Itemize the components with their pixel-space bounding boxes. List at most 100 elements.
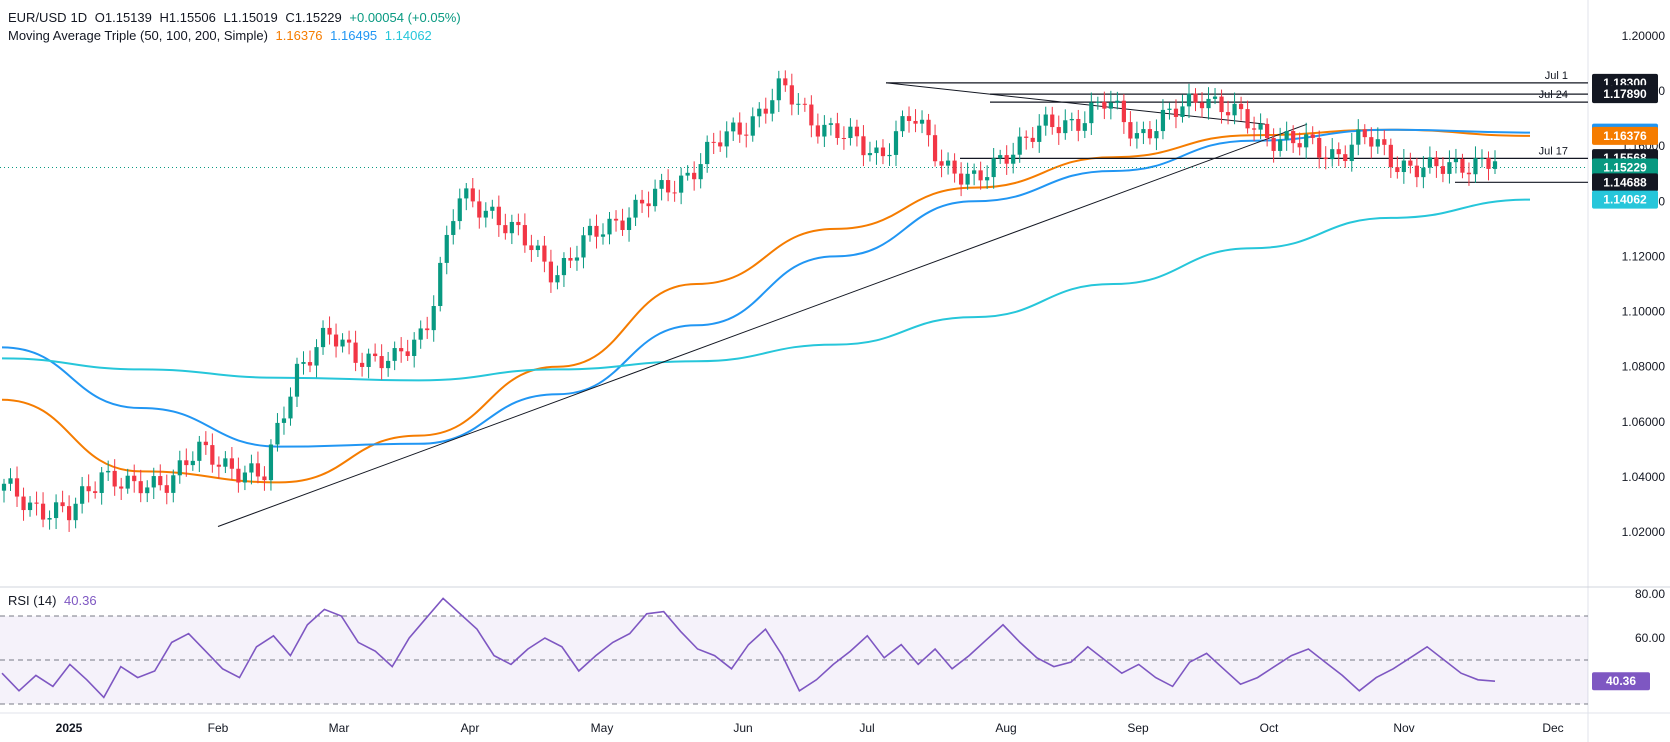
candle-body — [561, 257, 567, 276]
candle-body — [405, 351, 410, 356]
candle-body — [503, 225, 508, 234]
candle-body — [607, 218, 612, 235]
price-badge — [1592, 126, 1658, 145]
candle-body — [516, 221, 521, 226]
candle-body — [555, 275, 560, 283]
candle-body — [913, 120, 918, 124]
candle-body — [1212, 96, 1218, 99]
high-value: H1.15506 — [159, 10, 216, 25]
candle-body — [314, 347, 319, 366]
candle-body — [320, 327, 326, 348]
candle-body — [1310, 134, 1315, 138]
candle-body — [659, 180, 664, 189]
candle-body — [906, 116, 912, 121]
candle-body — [998, 155, 1003, 159]
candle-body — [60, 502, 65, 507]
candle-body — [1167, 108, 1172, 110]
candle-body — [366, 353, 371, 367]
candle-body — [106, 470, 111, 473]
candle-body — [789, 85, 794, 105]
candle-body — [346, 339, 352, 343]
candle-body — [1408, 160, 1413, 166]
candle-body — [1304, 134, 1309, 148]
candle-body — [1050, 114, 1055, 128]
candle-body — [477, 201, 482, 218]
ma50-line — [1, 128, 1531, 484]
candle-body — [444, 234, 449, 263]
candle-body — [1421, 167, 1426, 178]
price-badge-label: 1.14688 — [1603, 175, 1647, 189]
price-badge-label: 1.16376 — [1603, 129, 1647, 143]
candle-body — [1186, 93, 1192, 107]
candle-body — [679, 175, 684, 193]
candle-body — [1336, 149, 1341, 155]
uptrend-line — [217, 123, 1308, 527]
candle-body — [652, 188, 658, 207]
candle-body — [1141, 129, 1146, 134]
candle-body — [763, 108, 768, 114]
candle-body — [1076, 118, 1081, 131]
candle-body — [1479, 158, 1485, 160]
candle-body — [822, 124, 827, 137]
candle-body — [698, 164, 703, 180]
rsi-line — [1, 597, 1496, 699]
candle-body — [867, 153, 873, 156]
candle-body — [451, 221, 456, 235]
candle-body — [529, 245, 534, 251]
x-tick-label: Mar — [329, 721, 350, 735]
rsi-value-badge-label: 40.36 — [1606, 674, 1636, 688]
level-label: Jul 1 — [1545, 70, 1568, 82]
candle-body — [854, 126, 860, 137]
candle-body — [542, 245, 547, 262]
candle-body — [1206, 98, 1211, 109]
candle-body — [1265, 123, 1270, 138]
candle-body — [242, 472, 248, 483]
candle-body — [1486, 158, 1491, 169]
rsi-y-tick-label: 80.00 — [1635, 587, 1665, 601]
candle-body — [874, 147, 879, 154]
candle-body — [40, 503, 46, 520]
candle-body — [1004, 155, 1009, 164]
price-badge — [1592, 158, 1658, 177]
x-tick-label: Sep — [1127, 721, 1149, 735]
candle-body — [1258, 123, 1263, 130]
candle-body — [210, 445, 215, 465]
x-tick-label: Dec — [1542, 721, 1563, 735]
candle-body — [568, 257, 573, 261]
candle-body — [470, 188, 475, 202]
candle-body — [425, 328, 430, 331]
candle-body — [705, 141, 710, 165]
candle-body — [1382, 139, 1387, 145]
candle-body — [613, 218, 619, 221]
candle-body — [1219, 96, 1224, 113]
candle-body — [880, 147, 886, 157]
candle-body — [926, 119, 931, 136]
candle-body — [47, 518, 52, 520]
candle-body — [301, 362, 306, 364]
candle-body — [1317, 137, 1322, 158]
candle-body — [333, 334, 339, 347]
candle-body — [145, 487, 150, 494]
price-badge — [1592, 190, 1658, 209]
candle-body — [1232, 103, 1237, 116]
candle-body — [1356, 129, 1361, 145]
candle-body — [919, 119, 925, 124]
candle-body — [1284, 131, 1289, 140]
candle-body — [67, 506, 72, 521]
candle-body — [1414, 165, 1419, 178]
candle-body — [431, 306, 436, 331]
candle-body — [1395, 167, 1400, 173]
candle-body — [1037, 125, 1042, 142]
candle-body — [809, 104, 814, 126]
candle-body — [138, 481, 143, 494]
candle-body — [1245, 109, 1250, 129]
candle-body — [93, 491, 98, 493]
candle-body — [197, 441, 202, 461]
candle-body — [972, 170, 977, 174]
candle-body — [672, 192, 677, 194]
candle-body — [275, 422, 280, 445]
candle-body — [1291, 131, 1296, 144]
candle-body — [548, 261, 554, 283]
price-badge — [1592, 173, 1658, 192]
candle-body — [1460, 158, 1465, 173]
